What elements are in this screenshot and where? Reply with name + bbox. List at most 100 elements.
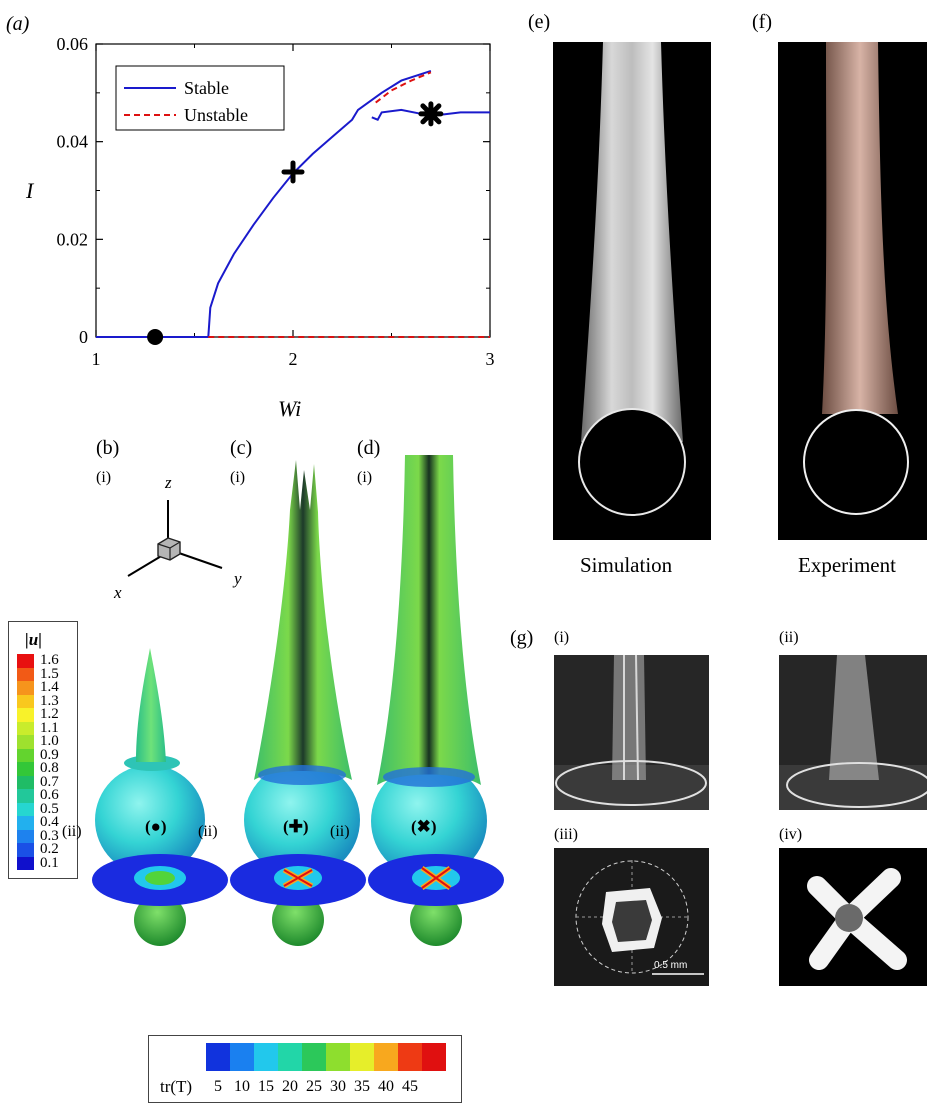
stress-colorbar-frame — [148, 1035, 462, 1103]
sublabel-d-ii: (ii) — [330, 823, 350, 840]
experiment-caption: Experiment — [798, 553, 896, 577]
axis-x-label: x — [114, 583, 122, 602]
velocity-colorbar-tick: 1.5 — [40, 665, 59, 682]
series-unstable-line — [375, 71, 432, 104]
sublabel-g-iv: (iv) — [779, 826, 803, 843]
velocity-colorbar-swatch — [17, 802, 34, 816]
velocity-colorbar-swatch — [17, 708, 34, 722]
experiment-photo-i — [554, 654, 709, 810]
x-tick-label: 3 — [486, 349, 495, 369]
cross-section-renders — [92, 854, 504, 946]
stress-colorbar-tick: 40 — [378, 1078, 394, 1095]
marker-circle-label: (●) — [145, 817, 167, 836]
series-stable-line — [371, 108, 490, 121]
velocity-colorbar-tick: 0.5 — [40, 800, 59, 817]
velocity-colorbar-tick: 1.2 — [40, 706, 59, 722]
sublabel-g-ii: (ii) — [779, 629, 799, 646]
stress-colorbar-swatch — [398, 1043, 422, 1071]
panel-label-f: (f) — [752, 11, 772, 33]
velocity-colorbar-swatch — [17, 654, 34, 668]
panel-label-g: (g) — [510, 627, 534, 649]
velocity-colorbar-swatch — [17, 762, 34, 776]
stress-colorbar-tick: 15 — [258, 1078, 274, 1095]
legend-box — [115, 65, 285, 131]
velocity-colorbar-tick: 0.4 — [40, 814, 59, 830]
stress-colorbar-swatch — [374, 1043, 398, 1071]
chart-a: 1 2 3 0 0.02 0.04 0.06 Stable Unstable — [57, 34, 495, 369]
stress-colorbar-swatch — [278, 1043, 302, 1071]
stress-colorbar-swatch — [254, 1043, 278, 1071]
velocity-colorbar-tick: 1.6 — [40, 652, 59, 668]
velocity-colorbar-swatch — [17, 816, 34, 830]
panel-label-e: (e) — [528, 11, 551, 33]
velocity-colorbar-tick: 0.3 — [40, 827, 59, 844]
stress-colorbar-label: tr(T) — [160, 1077, 193, 1096]
velocity-colorbar-swatch — [17, 829, 34, 843]
velocity-colorbar-tick: 0.6 — [40, 787, 59, 803]
x-axis-label: Wi — [278, 396, 302, 421]
stress-colorbar-tick: 10 — [234, 1078, 250, 1095]
panel-label-b: (b) — [96, 437, 120, 459]
legend-label-stable: Stable — [184, 78, 229, 98]
wake-render-b — [95, 648, 205, 875]
sublabel-c-i: (i) — [230, 469, 246, 486]
y-tick-label: 0.04 — [57, 132, 89, 152]
axis-z-label: z — [165, 473, 172, 492]
legend-label-unstable: Unstable — [184, 105, 248, 125]
velocity-colorbar-swatch — [17, 721, 34, 735]
stress-colorbar-swatch — [350, 1043, 374, 1071]
panel-label-a: (a) — [6, 13, 30, 35]
velocity-colorbar — [17, 654, 34, 870]
velocity-colorbar-swatch — [17, 748, 34, 762]
y-axis-label: I — [26, 178, 34, 203]
sublabel-b-ii: (ii) — [62, 823, 82, 840]
plot-area: 1 2 3 0 0.02 0.04 0.06 Stable Unstable — [57, 34, 495, 369]
stress-colorbar-swatch — [230, 1043, 254, 1071]
stress-colorbar-tick: 20 — [282, 1078, 298, 1095]
simulation-image — [553, 42, 711, 540]
wake-render-c — [244, 460, 360, 878]
stress-colorbar — [206, 1043, 446, 1071]
x-tick-label: 2 — [289, 349, 298, 369]
velocity-colorbar-tick: 0.8 — [40, 760, 59, 776]
sublabel-g-iii: (iii) — [554, 826, 578, 843]
simulation-caption: Simulation — [580, 553, 673, 577]
sublabel-b-i: (i) — [96, 469, 112, 486]
velocity-colorbar-tick: 0.1 — [40, 854, 59, 871]
velocity-colorbar-frame — [8, 621, 78, 879]
stress-colorbar-tick: 30 — [330, 1078, 346, 1095]
axes-triad — [127, 500, 223, 577]
stress-colorbar-swatch — [206, 1043, 230, 1071]
velocity-colorbar-swatch — [17, 735, 34, 749]
velocity-colorbar-tick: 0.9 — [40, 746, 59, 763]
marker-plus — [281, 160, 305, 184]
stress-colorbar-swatch — [302, 1043, 326, 1071]
panel-label-d: (d) — [357, 437, 381, 459]
velocity-colorbar-tick: 1.1 — [40, 719, 59, 736]
velocity-colorbar-ticks: 1.6 1.5 1.4 1.3 1.2 1.1 1.0 0.9 0.8 0.7 0.6 0.5 0.4 0… — [40, 652, 59, 871]
velocity-colorbar-tick: 1.3 — [40, 692, 59, 709]
y-tick-label: 0 — [79, 327, 88, 347]
velocity-colorbar-swatch — [17, 694, 34, 708]
experiment-photo-ii — [779, 655, 927, 810]
panel-label-c: (c) — [230, 437, 253, 459]
stress-colorbar-swatch — [326, 1043, 350, 1071]
velocity-colorbar-swatch — [17, 789, 34, 803]
experiment-image — [778, 42, 927, 540]
velocity-colorbar-tick: 1.0 — [40, 733, 59, 749]
stress-colorbar-tick: 25 — [306, 1078, 322, 1095]
experiment-crosssection-iv — [779, 848, 927, 986]
stress-colorbar-tick: 5 — [214, 1078, 222, 1095]
velocity-colorbar-swatch — [17, 843, 34, 857]
velocity-colorbar-swatch — [17, 681, 34, 695]
velocity-colorbar-swatch — [17, 775, 34, 789]
sublabel-d-i: (i) — [357, 469, 373, 486]
wake-render-d — [371, 455, 487, 879]
axis-y-label: y — [234, 569, 242, 588]
marker-cross — [418, 101, 444, 127]
stress-colorbar-swatch — [422, 1043, 446, 1071]
marker-circle — [147, 329, 164, 345]
x-tick-label: 1 — [92, 349, 101, 369]
scale-bar-label: 0.5 mm — [654, 960, 688, 971]
series-stable-line — [207, 69, 432, 338]
